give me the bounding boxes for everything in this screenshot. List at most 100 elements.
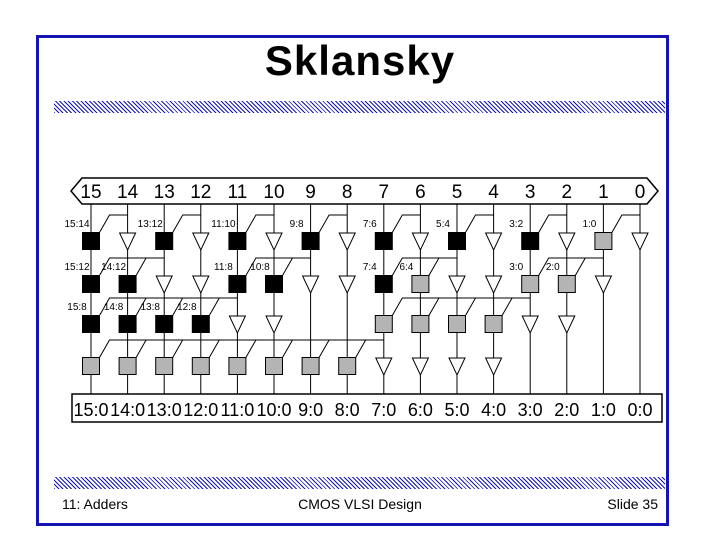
cell-group-label: 1:0 xyxy=(582,219,596,230)
gray-cell xyxy=(265,357,283,375)
black-cell xyxy=(118,275,137,293)
buffer-cell xyxy=(411,232,430,252)
carry-wire xyxy=(245,339,384,358)
slide-title: Sklansky xyxy=(264,37,456,84)
carry-wire xyxy=(391,297,531,316)
buffer-cell xyxy=(484,232,503,252)
cell-group-label: 14:8 xyxy=(104,302,124,313)
input-bit-label: 8 xyxy=(342,182,353,203)
input-bit-label: 12 xyxy=(190,182,211,203)
cell-group-label: 15:14 xyxy=(64,219,89,230)
input-bit-label: 5 xyxy=(452,182,463,203)
output-bit-label: 14:0 xyxy=(110,400,145,420)
gray-cell xyxy=(557,275,576,293)
carry-wire xyxy=(355,339,384,358)
black-cell xyxy=(301,232,320,250)
black-cell xyxy=(155,232,174,250)
gray-cell xyxy=(82,357,100,375)
output-bit-label: 10:0 xyxy=(256,400,291,420)
output-bit-label: 5:0 xyxy=(444,400,469,420)
carry-wire xyxy=(99,214,128,233)
carry-wire xyxy=(99,339,384,358)
cell-group-label: 3:0 xyxy=(509,262,523,273)
input-bit-label: 11 xyxy=(228,182,248,203)
black-cell xyxy=(448,232,466,250)
carry-wire xyxy=(428,297,531,316)
gray-cell xyxy=(228,357,247,375)
carry-wire xyxy=(172,214,201,233)
carry-wire xyxy=(135,339,384,358)
input-bit-label: 6 xyxy=(415,182,426,203)
buffer-cell xyxy=(594,275,613,295)
carry-wire xyxy=(465,297,531,316)
output-bit-label: 7:0 xyxy=(371,400,396,420)
gray-cell xyxy=(118,357,137,375)
cell-group-label: 6:4 xyxy=(399,262,413,273)
gray-cell xyxy=(155,357,174,375)
gray-cell xyxy=(521,275,540,293)
cell-group-label: 2:0 xyxy=(546,262,560,273)
input-bit-label: 4 xyxy=(488,182,499,203)
black-cell xyxy=(521,232,540,250)
output-bus xyxy=(71,393,663,423)
black-cell xyxy=(82,315,100,333)
carry-wire xyxy=(318,339,384,358)
buffer-cell xyxy=(265,232,283,252)
cell-group-label: 13:12 xyxy=(138,219,163,230)
buffer-cell xyxy=(118,232,137,252)
input-bit-label: 9 xyxy=(305,182,316,203)
output-bit-label: 6:0 xyxy=(408,400,433,420)
cell-group-label: 9:8 xyxy=(290,219,304,230)
buffer-cell xyxy=(155,275,173,295)
cell-group-label: 12:8 xyxy=(177,302,197,313)
cell-group-label: 5:4 xyxy=(436,219,450,230)
cell-group-label: 7:6 xyxy=(363,219,377,230)
carry-wire xyxy=(428,257,457,276)
buffer-cell xyxy=(558,315,576,335)
cell-group-label: 11:8 xyxy=(214,262,233,273)
gray-cell xyxy=(411,315,430,333)
buffer-cell xyxy=(521,315,539,335)
footer-slide-number: Slide 35 xyxy=(607,496,658,512)
buffer-cell xyxy=(265,315,283,335)
buffer-cell xyxy=(448,275,466,295)
black-cell xyxy=(82,275,100,293)
cell-group-label: 14:12 xyxy=(101,262,126,273)
black-cell xyxy=(118,315,137,333)
output-bit-label: 3:0 xyxy=(518,400,543,420)
carry-wire xyxy=(282,257,311,276)
cell-group-label: 13:8 xyxy=(140,302,160,313)
footer-course: CMOS VLSI Design xyxy=(298,496,422,512)
carry-wire xyxy=(135,257,165,276)
input-bit-label: 10 xyxy=(263,182,284,203)
output-bit-label: 0:0 xyxy=(627,400,652,420)
buffer-cell xyxy=(375,357,393,377)
output-bit-label: 1:0 xyxy=(591,400,616,420)
carry-wire xyxy=(611,214,640,233)
buffer-cell xyxy=(558,232,576,252)
gray-cell xyxy=(484,315,503,333)
carry-wire xyxy=(318,214,348,233)
carry-wire xyxy=(208,297,238,316)
carry-wire xyxy=(501,297,531,316)
cell-group-label: 15:12 xyxy=(64,262,89,273)
black-cell xyxy=(228,232,247,250)
buffer-cell xyxy=(192,275,210,295)
black-cell xyxy=(374,275,393,293)
output-bit-label: 15:0 xyxy=(73,400,108,420)
buffer-cell xyxy=(301,275,320,295)
output-bit-label: 11:0 xyxy=(221,400,255,420)
carry-wire xyxy=(574,257,604,276)
slide-frame xyxy=(36,35,669,526)
gray-cell xyxy=(191,357,210,375)
buffer-cell xyxy=(484,357,503,377)
cell-group-label: 7:4 xyxy=(363,262,377,273)
input-bit-label: 15 xyxy=(80,182,101,203)
input-bit-label: 0 xyxy=(635,182,646,203)
input-bit-label: 13 xyxy=(154,182,175,203)
cell-group-label: 11:10 xyxy=(211,219,236,230)
carry-wire xyxy=(538,214,567,233)
buffer-cell xyxy=(338,275,356,295)
buffer-cell xyxy=(192,232,210,252)
